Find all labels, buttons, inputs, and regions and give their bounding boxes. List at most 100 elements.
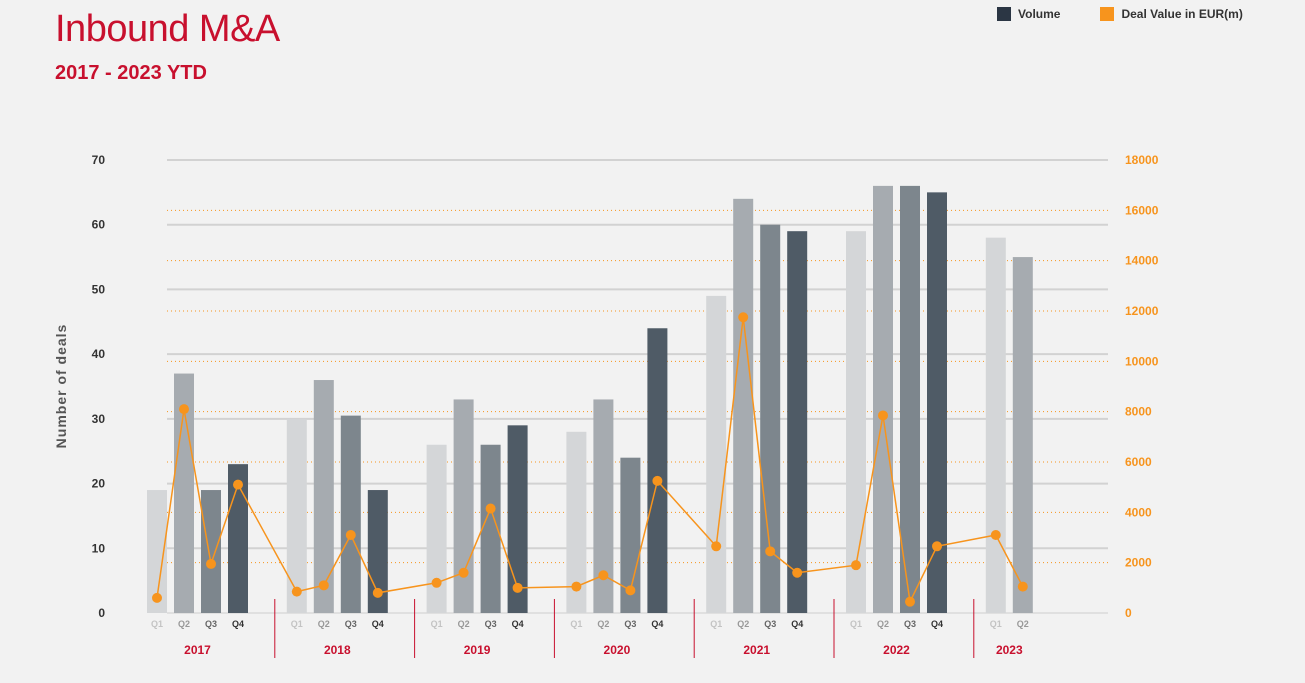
bar-volume xyxy=(286,418,307,613)
point-deal-value xyxy=(206,558,216,569)
point-deal-value xyxy=(598,570,609,581)
point-deal-value xyxy=(792,567,803,578)
legend-label-deal-value: Deal Value in EUR(m) xyxy=(1121,7,1243,21)
bar-volume xyxy=(507,425,528,613)
y2-tick-label: 0 xyxy=(1125,606,1132,620)
bar-volume xyxy=(787,231,808,613)
legend-swatch-volume xyxy=(997,7,1011,21)
year-label: 2023 xyxy=(996,643,1023,657)
point-deal-value xyxy=(458,567,469,578)
quarter-tick-label: Q1 xyxy=(151,619,163,629)
point-deal-value xyxy=(571,581,582,592)
point-deal-value xyxy=(431,577,442,588)
legend-label-volume: Volume xyxy=(1018,7,1061,21)
y2-tick-label: 10000 xyxy=(1125,354,1159,368)
bar-volume xyxy=(426,444,447,613)
quarter-tick-label: Q1 xyxy=(850,619,862,629)
bar-volume xyxy=(566,431,587,613)
chart-subtitle: 2017 - 2023 YTD xyxy=(55,62,207,84)
quarter-tick-label: Q3 xyxy=(904,619,916,629)
year-label: 2020 xyxy=(604,643,631,657)
quarter-tick-label: Q3 xyxy=(205,619,217,629)
y2-tick-label: 18000 xyxy=(1125,153,1159,167)
y-tick-label: 30 xyxy=(92,412,106,426)
quarter-tick-label: Q1 xyxy=(710,619,722,629)
bar-volume xyxy=(480,444,501,613)
y2-tick-label: 16000 xyxy=(1125,203,1159,217)
quarter-tick-label: Q3 xyxy=(764,619,776,629)
quarter-tick-label: Q1 xyxy=(291,619,303,629)
point-deal-value xyxy=(152,592,162,603)
bar-volume xyxy=(201,490,221,613)
quarter-tick-label: Q3 xyxy=(485,619,497,629)
y-tick-label: 0 xyxy=(98,606,105,620)
y-tick-label: 10 xyxy=(92,541,106,555)
y-tick-label: 70 xyxy=(92,153,106,167)
point-deal-value xyxy=(990,529,1001,540)
y2-tick-label: 12000 xyxy=(1125,304,1159,318)
point-deal-value xyxy=(372,587,383,598)
bar-volume xyxy=(985,237,1006,613)
year-label: 2019 xyxy=(464,643,491,657)
y2-tick-label: 14000 xyxy=(1125,254,1159,268)
y2-tick-label: 2000 xyxy=(1125,556,1152,570)
point-deal-value xyxy=(851,560,861,571)
quarter-tick-label: Q2 xyxy=(597,619,609,629)
chart-title: Inbound M&A xyxy=(55,8,280,50)
quarter-tick-label: Q4 xyxy=(651,619,663,629)
bar-volume xyxy=(706,295,727,613)
point-deal-value xyxy=(233,479,243,490)
point-deal-value xyxy=(905,596,915,607)
point-deal-value xyxy=(345,529,356,540)
y2-tick-label: 8000 xyxy=(1125,405,1152,419)
quarter-tick-label: Q2 xyxy=(1017,619,1029,629)
bar-volume xyxy=(927,192,947,613)
point-deal-value xyxy=(625,585,636,596)
quarter-tick-label: Q4 xyxy=(791,619,803,629)
year-label: 2017 xyxy=(184,643,211,657)
quarter-tick-label: Q3 xyxy=(624,619,636,629)
bar-volume xyxy=(453,399,474,613)
bar-volume xyxy=(593,399,614,613)
y-axis-label: Number of deals xyxy=(53,324,69,449)
bar-volume xyxy=(873,185,893,613)
bar-volume xyxy=(313,380,334,613)
point-deal-value xyxy=(179,404,189,415)
point-deal-value xyxy=(291,586,302,597)
bar-volume xyxy=(760,224,781,613)
bar-volume xyxy=(147,490,167,613)
point-deal-value xyxy=(711,541,722,552)
quarter-tick-label: Q1 xyxy=(431,619,443,629)
quarter-tick-label: Q2 xyxy=(458,619,470,629)
quarter-tick-label: Q4 xyxy=(512,619,524,629)
point-deal-value xyxy=(765,546,776,557)
quarter-tick-label: Q3 xyxy=(345,619,357,629)
legend: Volume Deal Value in EUR(m) xyxy=(997,7,1283,21)
y-tick-label: 40 xyxy=(92,347,106,361)
y2-tick-label: 6000 xyxy=(1125,455,1152,469)
bar-volume xyxy=(620,457,641,613)
bar-volume xyxy=(900,185,920,613)
year-label: 2018 xyxy=(324,643,351,657)
bar-volume xyxy=(647,328,668,613)
legend-item-volume: Volume xyxy=(997,7,1060,21)
quarter-tick-label: Q4 xyxy=(232,619,244,629)
point-deal-value xyxy=(932,541,942,552)
point-deal-value xyxy=(878,410,888,421)
quarter-tick-label: Q2 xyxy=(737,619,749,629)
point-deal-value xyxy=(512,582,523,593)
point-deal-value xyxy=(652,475,663,486)
bar-volume xyxy=(846,231,866,613)
quarter-tick-label: Q2 xyxy=(318,619,330,629)
bar-volume xyxy=(174,373,194,613)
year-label: 2022 xyxy=(883,643,910,657)
bar-volume xyxy=(1012,257,1033,613)
quarter-tick-label: Q1 xyxy=(570,619,582,629)
quarter-tick-label: Q2 xyxy=(877,619,889,629)
quarter-tick-label: Q1 xyxy=(990,619,1002,629)
legend-swatch-deal-value xyxy=(1100,7,1115,21)
point-deal-value xyxy=(318,580,329,591)
bar-volume xyxy=(733,198,754,614)
point-deal-value xyxy=(1017,581,1028,592)
